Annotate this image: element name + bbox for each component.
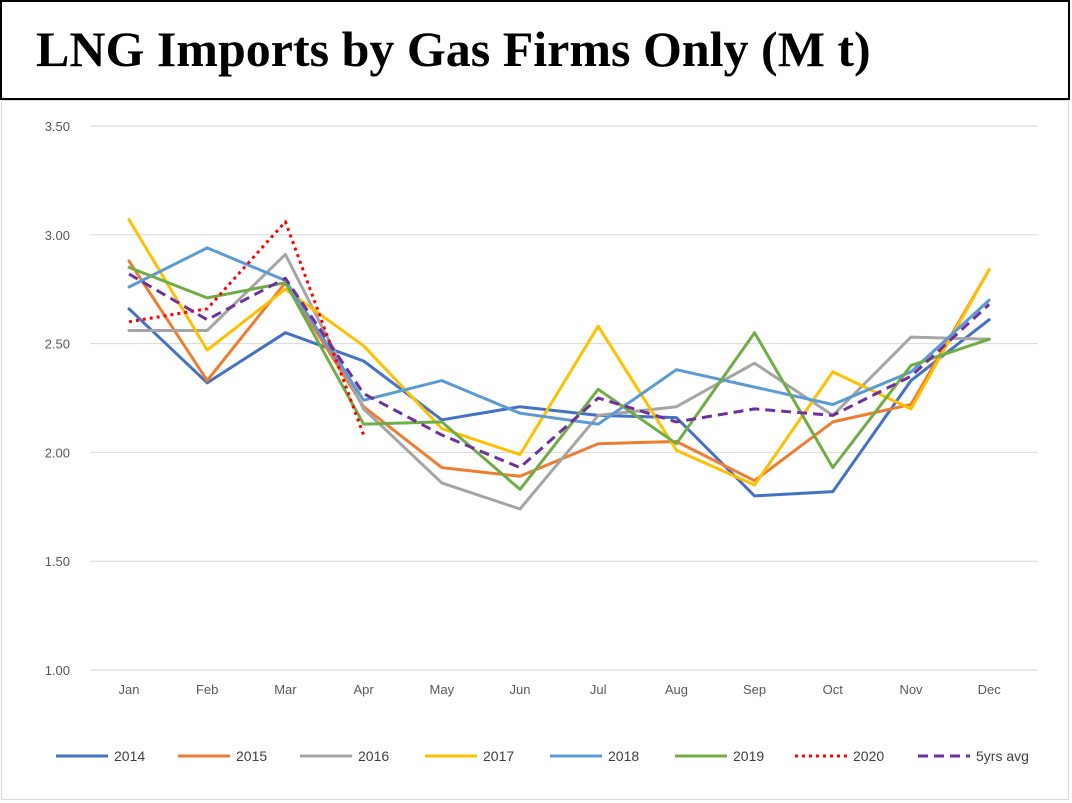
y-tick-label: 2.00: [45, 445, 70, 460]
legend-label: 5yrs avg: [976, 748, 1029, 764]
legend-label: 2014: [114, 748, 145, 764]
x-tick-label: Oct: [823, 682, 844, 697]
y-tick-label: 2.50: [45, 337, 70, 352]
x-tick-label: Jun: [510, 682, 531, 697]
chart-title: LNG Imports by Gas Firms Only (M t): [36, 21, 871, 77]
series-line-2017: [127, 218, 991, 487]
series-line-2014: [127, 307, 991, 498]
x-tick-label: Jul: [590, 682, 607, 697]
chart-area: [1, 100, 1069, 800]
series-lines: [127, 218, 991, 511]
legend-label: 2019: [733, 748, 764, 764]
y-tick-label: 1.50: [45, 554, 70, 569]
x-tick-label: Aug: [665, 682, 688, 697]
y-tick-label: 3.50: [45, 119, 70, 134]
x-tick-label: Feb: [196, 682, 218, 697]
legend-label: 2015: [236, 748, 267, 764]
legend-label: 2017: [483, 748, 514, 764]
x-tick-label: Mar: [274, 682, 297, 697]
legend: 2014 2015 2016 2017 2018 2019 2020 5yrs avg: [56, 748, 1029, 764]
gridlines: [90, 125, 1038, 671]
x-tick-label: May: [430, 682, 455, 697]
y-tick-label: 3.00: [45, 228, 70, 243]
series-line-5yrs-avg: [128, 272, 991, 470]
series-line-2020: [128, 220, 366, 436]
x-tick-label: Jan: [119, 682, 140, 697]
x-tick-label: Dec: [978, 682, 1002, 697]
series-line-2019: [127, 265, 991, 491]
series-line-2018: [127, 246, 991, 426]
y-tick-label: 1.00: [45, 663, 70, 678]
x-tick-label: Nov: [899, 682, 923, 697]
legend-label: 2020: [853, 748, 884, 764]
x-tick-label: Sep: [743, 682, 766, 697]
legend-label: 2018: [608, 748, 639, 764]
title-box: LNG Imports by Gas Firms Only (M t): [0, 0, 1070, 100]
y-axis-tick-labels: 1.00 1.50 2.00 2.50 3.00 3.50: [45, 119, 70, 678]
x-tick-label: Apr: [353, 682, 374, 697]
legend-label: 2016: [358, 748, 389, 764]
x-axis-tick-labels: Jan Feb Mar Apr May Jun Jul Aug Sep Oct Nov Dec: [119, 682, 1002, 697]
series-line-2016: [127, 252, 991, 511]
